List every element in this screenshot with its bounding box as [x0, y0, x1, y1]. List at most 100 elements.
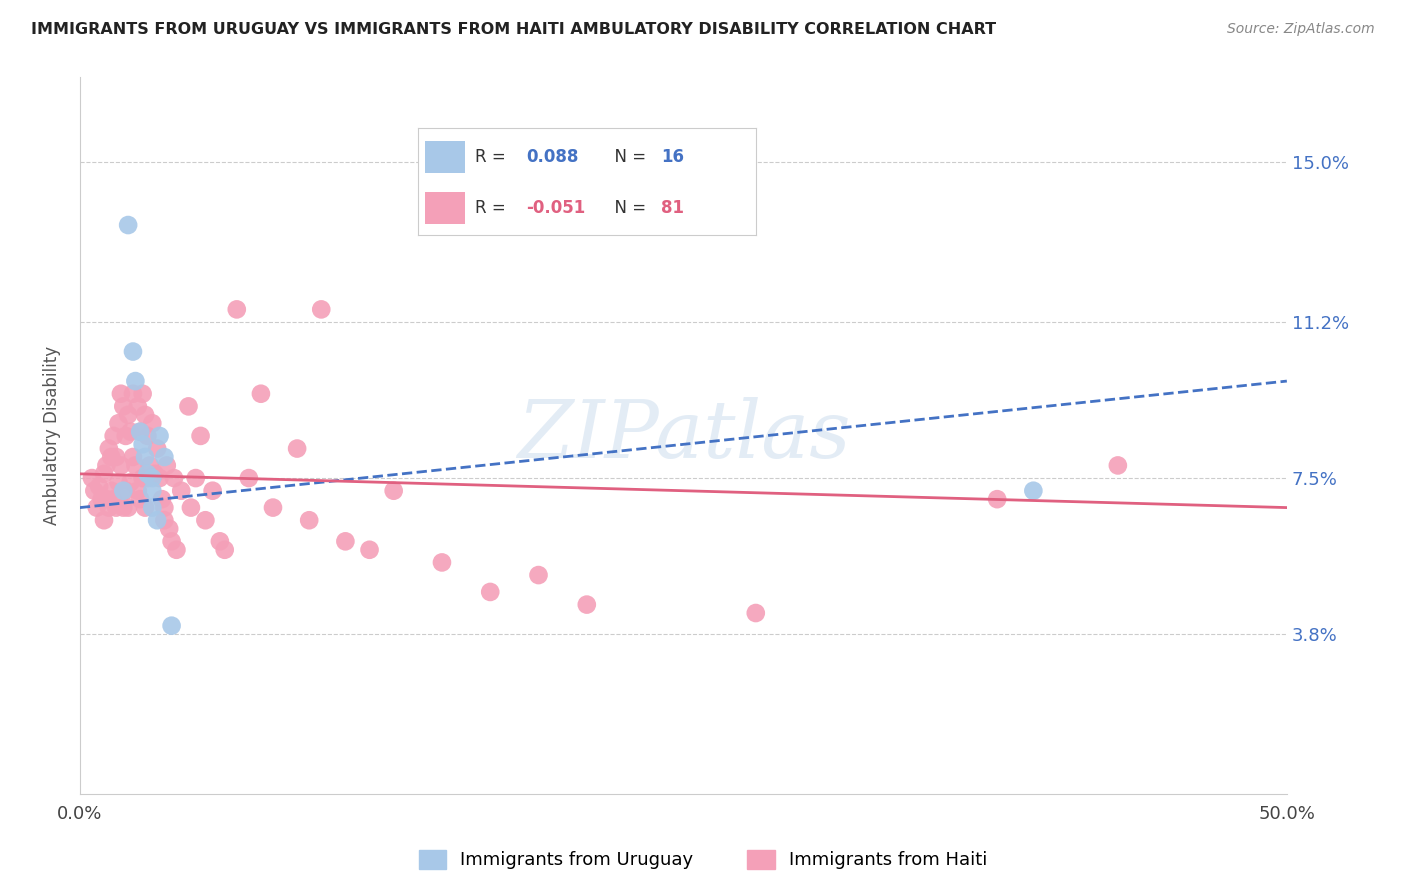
Point [335, 534, 357, 549]
Point [141, 416, 163, 430]
Point [105, 500, 128, 515]
Point [114, 483, 136, 498]
Point [139, 458, 162, 473]
Point [156, 458, 179, 473]
Point [136, 429, 159, 443]
Point [112, 483, 135, 498]
Point [250, 386, 273, 401]
Point [134, 450, 156, 464]
Point [150, 492, 173, 507]
Point [148, 471, 170, 485]
Point [90, 492, 112, 507]
Point [117, 408, 139, 422]
Point [160, 618, 183, 632]
Point [80, 471, 103, 485]
Point [129, 425, 152, 439]
Point [165, 542, 187, 557]
Point [575, 598, 598, 612]
Point [129, 492, 152, 507]
Point [134, 408, 156, 422]
Point [96, 492, 118, 507]
Point [430, 556, 453, 570]
Point [129, 425, 152, 439]
Point [163, 471, 186, 485]
Point [122, 344, 145, 359]
Text: Source: ZipAtlas.com: Source: ZipAtlas.com [1227, 22, 1375, 37]
Point [120, 425, 142, 439]
Point [93, 513, 115, 527]
Point [124, 458, 146, 473]
Point [141, 500, 163, 515]
Point [127, 483, 149, 498]
Point [83, 483, 105, 498]
Point [120, 475, 142, 490]
Point [89, 479, 111, 493]
Point [124, 374, 146, 388]
Point [97, 442, 120, 456]
Point [131, 437, 153, 451]
Point [93, 467, 115, 481]
Point [103, 429, 125, 443]
Point [131, 471, 153, 485]
Point [122, 450, 145, 464]
Point [285, 442, 308, 456]
Point [110, 458, 132, 473]
Point [153, 500, 176, 515]
Point [382, 483, 405, 498]
Point [134, 500, 156, 515]
Point [238, 471, 260, 485]
Point [105, 450, 128, 464]
Point [153, 450, 176, 464]
Point [136, 467, 159, 481]
Point [148, 429, 170, 443]
Point [1022, 483, 1045, 498]
Point [201, 483, 224, 498]
Point [309, 302, 332, 317]
Point [1107, 458, 1129, 473]
Point [103, 492, 125, 507]
Point [527, 568, 550, 582]
Point [170, 483, 193, 498]
Legend: Immigrants from Uruguay, Immigrants from Haiti: Immigrants from Uruguay, Immigrants from… [409, 841, 997, 879]
Point [359, 542, 381, 557]
Point [157, 522, 180, 536]
Point [107, 475, 129, 490]
Point [143, 467, 166, 481]
Point [141, 471, 163, 485]
Text: ZIPatlas: ZIPatlas [516, 397, 851, 475]
Point [479, 585, 502, 599]
Point [127, 400, 149, 414]
Point [117, 500, 139, 515]
Point [225, 302, 247, 317]
Point [190, 429, 212, 443]
Point [112, 400, 135, 414]
Point [180, 500, 202, 515]
Text: IMMIGRANTS FROM URUGUAY VS IMMIGRANTS FROM HAITI AMBULATORY DISABILITY CORRELATI: IMMIGRANTS FROM URUGUAY VS IMMIGRANTS FR… [31, 22, 995, 37]
Point [110, 386, 132, 401]
Y-axis label: Ambulatory Disability: Ambulatory Disability [44, 346, 60, 525]
Point [208, 534, 231, 549]
Point [153, 513, 176, 527]
Point [262, 500, 284, 515]
Point [131, 386, 153, 401]
Point [136, 471, 159, 485]
Point [107, 416, 129, 430]
Point [117, 218, 139, 232]
Point [146, 513, 169, 527]
Point [96, 458, 118, 473]
Point [146, 442, 169, 456]
Point [986, 492, 1008, 507]
Point [745, 606, 768, 620]
Point [194, 513, 217, 527]
Point [100, 483, 122, 498]
Point [184, 471, 207, 485]
Point [86, 500, 108, 515]
Point [214, 542, 236, 557]
Point [100, 450, 122, 464]
Point [97, 500, 120, 515]
Point [122, 386, 145, 401]
Point [298, 513, 321, 527]
Point [177, 400, 200, 414]
Point [112, 500, 135, 515]
Point [160, 534, 183, 549]
